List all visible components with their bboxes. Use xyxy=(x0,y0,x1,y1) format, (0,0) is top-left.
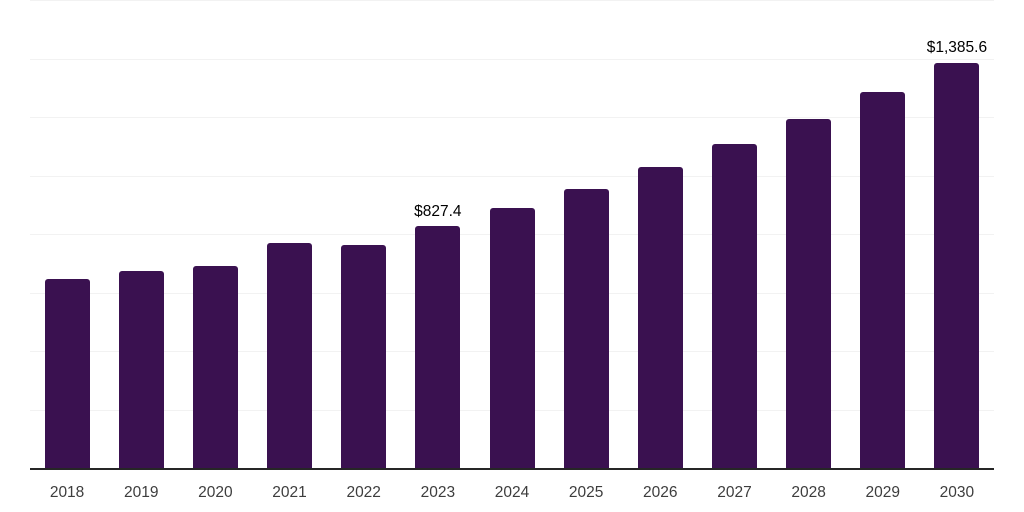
bar-2020[interactable] xyxy=(192,265,238,468)
x-tick-2025: 2025 xyxy=(568,484,604,501)
gridline-1200 xyxy=(30,117,994,118)
bar-2026[interactable] xyxy=(637,166,683,468)
x-tick-2018: 2018 xyxy=(49,484,85,501)
x-tick-2026: 2026 xyxy=(643,484,678,501)
bar-2018[interactable] xyxy=(44,278,90,468)
bar-2024[interactable] xyxy=(489,207,535,468)
x-tick-2024: 2024 xyxy=(494,484,530,501)
x-tick-2029: 2029 xyxy=(865,484,901,501)
x-tick-2028: 2028 xyxy=(791,484,826,501)
bar-2029[interactable] xyxy=(860,92,906,468)
x-tick-2030: 2030 xyxy=(939,484,975,501)
x-tick-2020: 2020 xyxy=(198,484,233,501)
plot-area: $827.4 $1,385.6 xyxy=(30,0,994,470)
gridline-1400 xyxy=(30,59,994,60)
gridline-1000 xyxy=(30,176,994,177)
bar-2019[interactable] xyxy=(118,270,164,468)
gridline-1600 xyxy=(30,0,994,1)
bar-2027[interactable] xyxy=(711,143,757,468)
x-tick-2023: 2023 xyxy=(420,484,456,501)
bar-2022[interactable] xyxy=(341,245,387,468)
bar-2028[interactable] xyxy=(786,119,832,468)
bar-2025[interactable] xyxy=(563,188,609,468)
bar-2021[interactable] xyxy=(267,242,313,468)
x-tick-2022: 2022 xyxy=(346,484,381,501)
x-tick-2021: 2021 xyxy=(272,484,307,501)
value-label-2023: $827.4 xyxy=(414,202,462,220)
value-label-2030: $1,385.6 xyxy=(926,39,988,57)
x-tick-2027: 2027 xyxy=(717,484,752,501)
bar-2023[interactable] xyxy=(415,226,461,468)
x-tick-2019: 2019 xyxy=(123,484,159,501)
bar-2030[interactable] xyxy=(934,62,980,468)
